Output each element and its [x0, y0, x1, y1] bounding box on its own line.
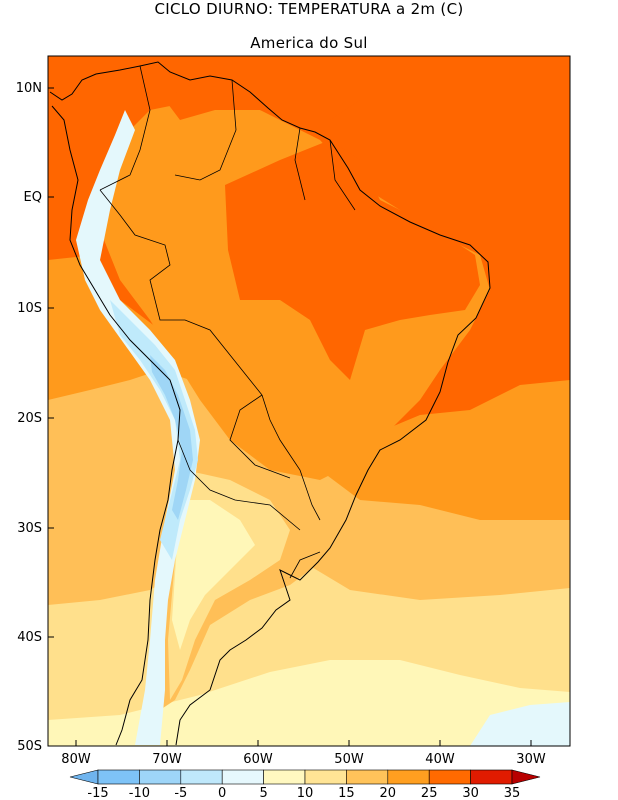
y-tick-label: 40S [17, 630, 42, 645]
field-10c-south [172, 500, 255, 650]
colorbar-swatch [263, 769, 306, 785]
colorbar-label: 0 [218, 786, 226, 800]
field-5c-ocean [470, 702, 570, 746]
colorbar-swatch [221, 769, 264, 785]
colorbar-labels: -15 -10 -5 0 5 10 15 20 25 30 35 [87, 786, 520, 800]
country-borders [99, 65, 356, 579]
colorbar-swatch [139, 769, 182, 785]
y-tick-label: 10N [16, 81, 42, 96]
x-axis-labels: 80W 70W 60W 50W 40W 30W [61, 752, 546, 767]
x-tick-label: 40W [425, 752, 455, 767]
colorbar-label: 15 [338, 786, 355, 800]
colorbar-swatch [346, 769, 389, 785]
x-tick-label: 80W [61, 752, 91, 767]
field-10c [48, 660, 570, 746]
axis-ticks [48, 87, 532, 747]
colorbar-low-arrow [69, 769, 99, 785]
y-tick-label: EQ [24, 190, 42, 205]
andes-minus5c [150, 355, 193, 520]
colorbar [69, 769, 541, 785]
colorbar-swatch [180, 769, 223, 785]
colorbar-high-arrow [511, 769, 541, 785]
y-tick-label: 30S [17, 521, 42, 536]
colorbar-swatch [97, 769, 140, 785]
field-30c-land [225, 140, 480, 380]
map-title: CICLO DIURNO: TEMPERATURA a 2m (C) [154, 0, 464, 18]
colorbar-swatch [428, 769, 471, 785]
y-tick-label: 50S [17, 739, 42, 754]
colorbar-label: 30 [462, 786, 479, 800]
colorbar-label: 20 [380, 786, 397, 800]
coastline [49, 61, 491, 746]
x-tick-label: 30W [516, 752, 546, 767]
colorbar-label: -10 [129, 786, 150, 800]
colorbar-swatch [387, 769, 430, 785]
x-tick-label: 70W [152, 752, 182, 767]
colorbar-label: -5 [174, 786, 187, 800]
andes-5c [76, 110, 200, 745]
colorbar-label: 25 [421, 786, 438, 800]
y-tick-label: 10S [17, 301, 42, 316]
x-tick-label: 60W [243, 752, 273, 767]
colorbar-label: -15 [87, 786, 108, 800]
colorbar-swatch [470, 769, 513, 785]
colorbar-label: 5 [259, 786, 267, 800]
colorbar-label: 35 [504, 786, 521, 800]
x-tick-label: 50W [334, 752, 364, 767]
colorbar-swatch [304, 769, 347, 785]
plot-frame [47, 55, 571, 747]
map-subtitle: America do Sul [250, 34, 368, 52]
y-tick-label: 20S [17, 411, 42, 426]
colorbar-label: 10 [297, 786, 314, 800]
temperature-field [48, 56, 570, 746]
y-axis-labels: 10N EQ 10S 20S 30S 40S 50S [16, 81, 42, 754]
